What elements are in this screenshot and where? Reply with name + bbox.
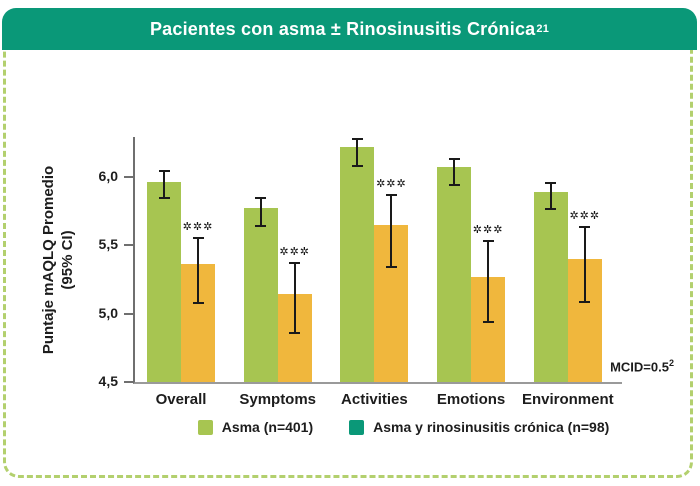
chart-title-bar: Pacientes con asma ± Rinosinusitis Cróni… [2,8,697,50]
error-bar-cap [579,225,591,228]
error-bar-cap [192,301,204,304]
error-bar [259,197,262,228]
error-bar-cap [385,266,397,269]
mcid-reference: 2 [668,358,674,368]
error-bar-cap [158,196,170,199]
legend-entry-asma: Asma (n=401) [197,419,314,435]
y-tick-label: 5,5 [98,236,118,253]
y-axis-title-line1: Puntaje mAQLQ Promedio [40,165,58,354]
error-bar [453,157,456,187]
legend-label-cronica: Asma y rinosinusitis crónica (n=98) [373,419,610,435]
y-tick-mark [124,244,133,247]
y-tick-label: 6,0 [98,167,118,184]
error-bar [549,182,552,210]
error-bar-cap [448,184,460,187]
x-axis-label: Environment [521,391,614,408]
chart-title: Pacientes con asma ± Rinosinusitis Cróni… [149,18,536,39]
legend-swatch-cronica [349,419,365,435]
error-bar-cap [255,197,267,200]
bar-asma-overall [147,182,181,382]
bar-asma-emotions [437,167,472,382]
error-bar [390,194,393,269]
error-bar-cap [255,225,267,228]
legend-swatch-asma [197,419,213,435]
significance-stars: ✲✲✲ [182,219,214,233]
legend-entry-cronica: Asma y rinosinusitis crónica (n=98) [349,419,609,435]
error-bar-cap [482,321,494,324]
error-bar-cap [158,169,170,172]
error-bar [293,261,296,335]
x-axis-label: Emotions [436,391,506,408]
error-bar [356,138,359,168]
mcid-text: MCID=0.5 [610,359,669,375]
significance-stars: ✲✲✲ [569,208,601,222]
y-tick-mark [124,175,133,178]
bar-asma-environment [533,191,568,382]
y-tick-mark [124,381,133,383]
error-bar-cap [545,182,557,185]
legend: Asma (n=401) Asma y rinosinusitis crónic… [160,417,647,437]
error-bar-cap [192,236,204,239]
error-bar-cap [579,300,591,303]
bar-asma-activities [340,146,375,382]
error-bar [163,169,165,199]
error-bar [583,225,586,303]
error-bar-cap [351,138,363,141]
y-axis-title-text: Puntaje mAQLQ Promedio (95% CI) [39,165,77,353]
error-bar [487,239,490,324]
x-axis-label: Overall [155,391,207,408]
significance-stars: ✲✲✲ [279,244,311,258]
x-axis-label: Symptoms [239,391,317,408]
error-bar-cap [289,332,301,335]
y-tick-label: 5,0 [98,304,118,321]
error-bar-cap [289,261,301,264]
error-bar [197,236,199,304]
y-tick-label: 4,5 [98,373,118,389]
error-bar-cap [482,239,494,242]
plot-area: ✲✲✲ Overall ✲✲✲ Symptoms ✲✲✲ Activities ✲✲✲ Emo… [133,137,622,408]
mcid-annotation: MCID=0.52 [610,358,674,374]
error-bar-cap [385,194,397,197]
significance-stars: ✲✲✲ [472,222,504,236]
error-bar-cap [545,207,557,210]
legend-label-asma: Asma (n=401) [221,419,314,435]
x-axis-label: Activities [341,391,408,408]
bar-asma-symptoms [243,208,278,382]
y-tick-mark [124,312,133,315]
error-bar-cap [351,165,363,168]
chart-title-reference: 21 [536,23,550,35]
error-bar-cap [448,157,460,160]
significance-stars: ✲✲✲ [376,177,407,191]
